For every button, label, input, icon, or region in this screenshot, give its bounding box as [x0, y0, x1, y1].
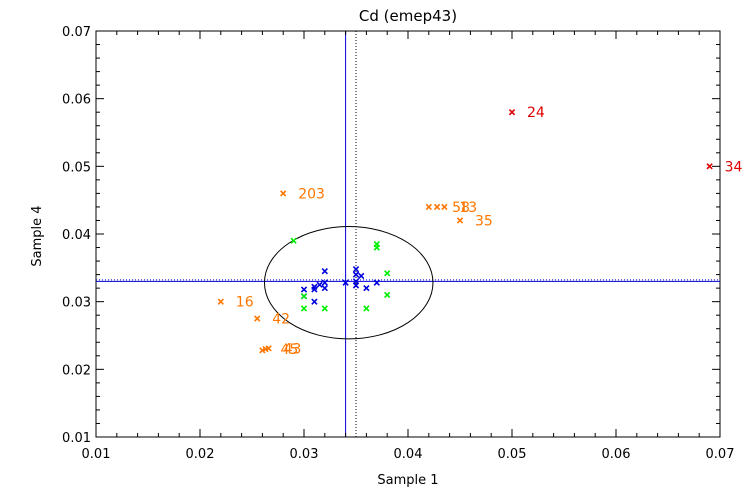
data-point-within	[352, 266, 360, 273]
data-point-outlier	[441, 203, 448, 211]
data-point-within	[352, 282, 360, 289]
plot-frame	[95, 30, 721, 438]
data-point-within	[321, 268, 328, 275]
confidence-ellipse	[263, 226, 434, 340]
chart-title: Cd (emep43)	[359, 7, 457, 25]
data-point-near	[384, 270, 391, 277]
y-axis-label: Sample 4	[30, 205, 45, 266]
marker-stroke	[433, 203, 441, 211]
data-point-within	[352, 271, 360, 278]
marker-stroke	[363, 284, 370, 292]
marker-stroke	[706, 163, 713, 170]
data-point-near	[373, 244, 380, 251]
marker-stroke	[352, 271, 360, 278]
point-label: 43	[284, 341, 302, 357]
y-tick-label: 0.02	[62, 363, 91, 378]
marker-stroke	[321, 279, 328, 286]
marker-stroke	[265, 345, 272, 352]
marker-stroke	[384, 270, 391, 277]
point-label: 42	[272, 312, 290, 328]
data-point-within	[316, 281, 323, 288]
marker-stroke	[352, 282, 360, 289]
data-point-within	[373, 279, 380, 286]
x-tick-label: 0.02	[186, 447, 215, 462]
marker-stroke	[363, 305, 370, 312]
marker-stroke	[254, 315, 261, 322]
x-tick-label: 0.05	[498, 447, 527, 462]
data-point-within	[311, 286, 318, 293]
data-point-extreme	[508, 109, 516, 116]
marker-stroke	[300, 286, 308, 293]
point-label: 45	[281, 342, 299, 358]
data-point-outlier	[217, 298, 224, 305]
data-point-near	[290, 237, 297, 244]
x-axis-label: Sample 1	[377, 473, 438, 488]
y-tick-label: 0.06	[62, 93, 91, 108]
x-tick-label: 0.04	[394, 447, 423, 462]
marker-stroke	[352, 266, 360, 273]
y-tick-label: 0.04	[62, 228, 91, 243]
marker-stroke	[217, 298, 224, 305]
marker-stroke	[290, 237, 297, 244]
marker-stroke	[321, 268, 328, 275]
marker-stroke	[425, 203, 432, 211]
x-tick-label: 0.06	[602, 447, 631, 462]
data-point-within	[363, 284, 370, 292]
y-tick-label: 0.05	[62, 160, 91, 175]
y-tick-label: 0.07	[62, 25, 91, 40]
marker-stroke	[441, 203, 448, 211]
data-point-near	[300, 305, 308, 312]
marker-stroke	[373, 279, 380, 286]
point-label: 203	[298, 186, 325, 202]
marker-stroke	[311, 298, 318, 305]
marker-stroke	[311, 286, 318, 293]
point-label: 13	[459, 200, 477, 216]
point-label: 24	[527, 105, 545, 121]
data-point-within	[321, 284, 328, 292]
data-point-near	[363, 305, 370, 312]
data-point-within	[311, 298, 318, 305]
marker-stroke	[280, 190, 287, 197]
point-label: 16	[236, 295, 254, 311]
data-point-within	[300, 286, 308, 293]
data-point-outlier	[280, 190, 287, 197]
data-point-outlier	[265, 345, 272, 352]
marker-stroke	[358, 272, 365, 280]
data-point-outlier	[433, 203, 441, 211]
data-points	[217, 109, 713, 354]
marker-stroke	[508, 109, 516, 116]
marker-stroke	[456, 217, 464, 224]
x-tick-label: 0.01	[82, 447, 111, 462]
plot-area	[95, 30, 721, 438]
data-point-within	[321, 279, 328, 286]
marker-stroke	[321, 284, 328, 292]
point-label: 34	[725, 159, 743, 175]
marker-stroke	[300, 293, 308, 300]
x-tick-label: 0.03	[290, 447, 319, 462]
axis-ticks: 0.01 0.02 0.03 0.04 0.05 0.06 0.07 0.01 0.02 0.03…	[62, 25, 734, 462]
marker-stroke	[384, 291, 391, 299]
marker-stroke	[321, 305, 328, 312]
marker-stroke	[316, 281, 323, 288]
data-point-extreme	[706, 163, 713, 170]
point-label: 35	[475, 213, 493, 229]
data-point-near	[384, 291, 391, 299]
marker-stroke	[300, 305, 308, 312]
y-tick-label: 0.03	[62, 296, 91, 311]
data-point-within	[342, 279, 349, 286]
point-label: 58	[452, 200, 470, 216]
marker-stroke	[342, 279, 349, 286]
data-point-near	[321, 305, 328, 312]
y-tick-label: 0.01	[62, 431, 91, 446]
data-point-near	[300, 293, 308, 300]
data-point-outlier	[456, 217, 464, 224]
data-point-outlier	[425, 203, 432, 211]
x-tick-label: 0.07	[706, 447, 735, 462]
marker-stroke	[373, 244, 380, 251]
data-point-outlier	[254, 315, 261, 322]
data-point-within	[358, 272, 365, 280]
